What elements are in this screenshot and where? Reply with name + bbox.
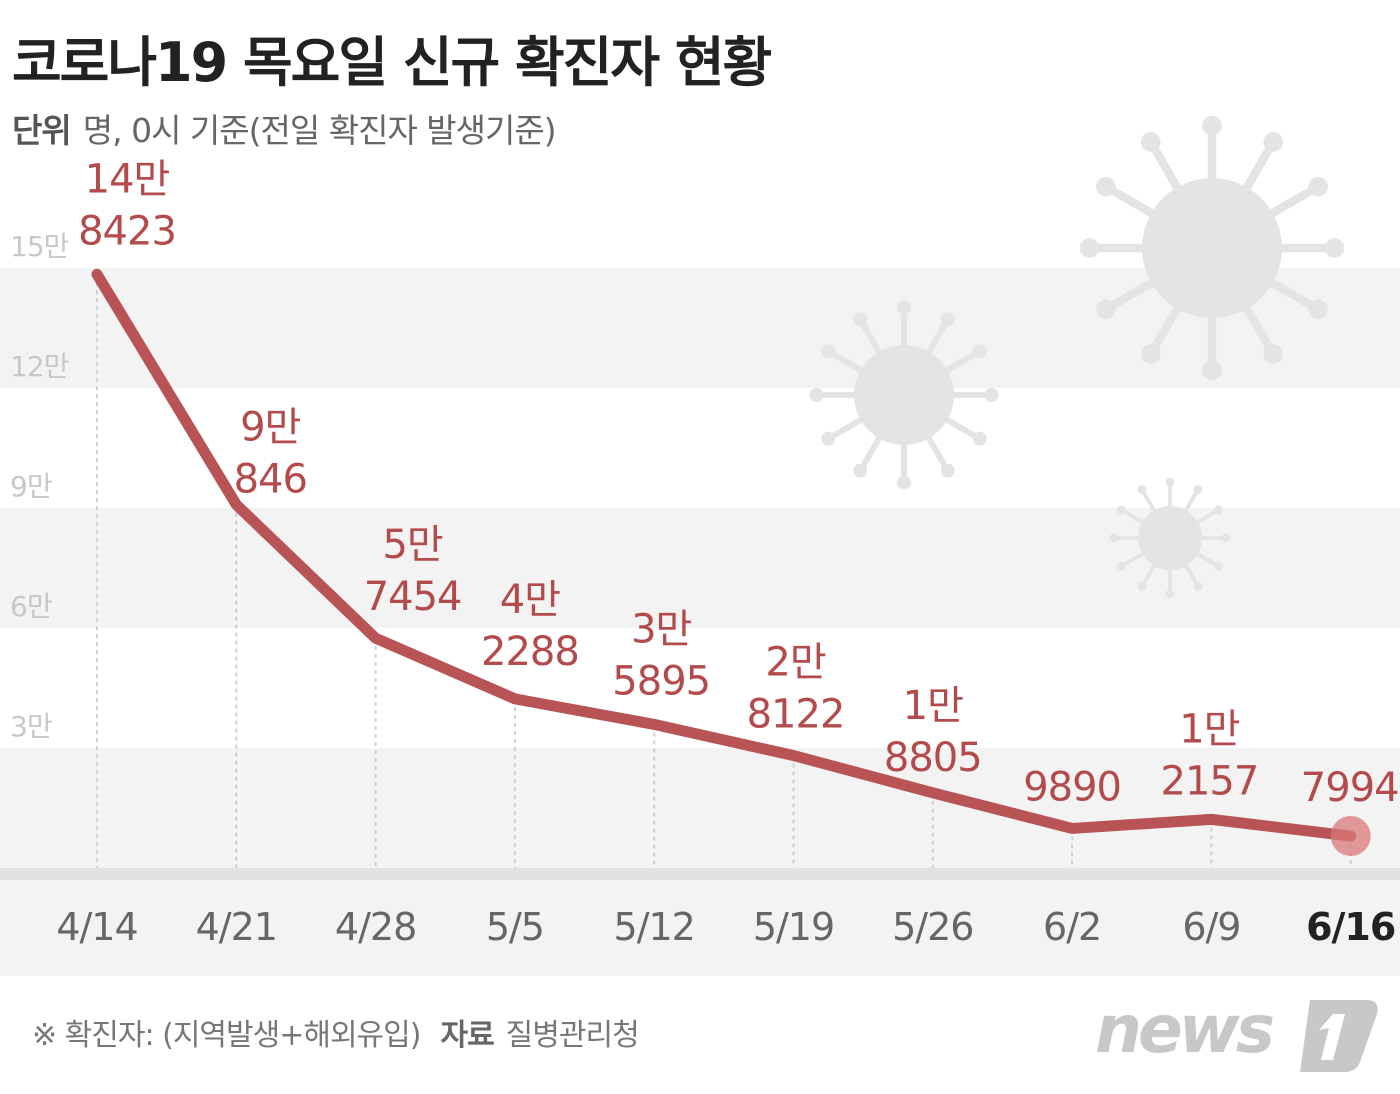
footer-note: ※ 확진자: (지역발생+해외유입) [32,1018,421,1053]
x-tick-label: 6/16 [1306,905,1395,949]
virus-spike-tip [853,312,868,327]
data-label: 7454 [364,574,462,620]
virus-spike-tip [1324,238,1345,258]
virus-spike-tip [809,388,824,402]
data-label: 2만 [765,640,825,686]
data-label: 9890 [1023,764,1121,810]
virus-spike-tip [1221,533,1231,543]
virus-spike-tip [984,388,999,402]
virus-spike-tip [1165,589,1175,599]
x-tick-label: 4/28 [335,905,416,949]
data-label: 7994 [1301,765,1399,811]
x-axis-band [0,880,1400,976]
data-label: 8423 [78,208,176,254]
x-tick-label: 5/5 [486,905,544,949]
data-label: 9만 [240,405,300,451]
virus-spike-tip [897,300,911,315]
x-tick-label: 6/9 [1182,905,1240,949]
virus-spike-tip [1117,505,1126,515]
virus-spike-tip [897,475,911,490]
virus-spike-tip [1096,176,1116,197]
footer: ※ 확진자: (지역발생+해외유입) 자료 질병관리청 [32,1010,640,1054]
virus-body [1138,506,1202,570]
virus-spike-tip [1137,582,1147,591]
virus-spike-tip [853,463,868,478]
virus-spike-tip [1202,360,1222,381]
virus-spike-tip [1193,485,1203,494]
data-label: 5만 [382,522,442,568]
virus-spike-tip [1109,533,1119,543]
data-label: 2288 [481,629,579,675]
y-tick-label: 12만 [10,350,69,383]
virus-spike-tip [1214,561,1223,571]
data-label: 4만 [500,577,560,623]
virus-spike-tip [1165,477,1175,487]
source-label: 자료 [440,1018,494,1053]
svg-text:news: news [1095,991,1273,1068]
virus-spike-tip [1117,561,1126,571]
data-label: 846 [234,457,307,503]
virus-spike-tip [1263,344,1284,364]
virus-spike-tip [1263,132,1284,152]
highlight-point [1330,816,1371,857]
x-tick-label: 4/14 [56,905,137,949]
source: 질병관리청 [505,1018,640,1053]
virus-spike-tip [1214,505,1223,515]
virus-spike-tip [940,463,955,478]
virus-spike-tip [1202,115,1222,136]
y-tick-label: 15만 [10,230,69,263]
y-tick-label: 9만 [10,470,52,503]
unit-label: 단위 [12,111,72,150]
y-tick-label: 6만 [10,590,52,623]
y-tick-label: 3만 [10,710,52,743]
virus-spike-tip [940,312,955,327]
data-label: 8805 [884,735,982,781]
virus-spike-tip [1140,344,1161,364]
virus-decoration-icon [809,115,1345,599]
virus-spike-tip [972,344,987,359]
grid-band [0,748,1400,868]
virus-spike-tip [1096,299,1116,320]
virus-spike-tip [1308,299,1328,320]
data-label: 8122 [747,692,845,738]
virus-spike-tip [972,431,987,446]
data-label: 3만 [631,606,691,652]
unit-note: 단위 명, 0시 기준(전일 확진자 발생기준) [12,104,557,152]
x-axis-line [0,868,1400,880]
data-label: 5895 [612,658,710,704]
news1-logo: news [1095,991,1378,1072]
unit-text: 명, 0시 기준(전일 확진자 발생기준) [82,111,557,150]
data-label: 1만 [1179,706,1239,752]
virus-spike-tip [821,344,836,359]
virus-spike-tip [821,431,836,446]
series-line [91,268,1357,842]
virus-spike-tip [1140,132,1161,152]
virus-spike-tip [1193,582,1203,591]
data-label: 1만 [903,683,963,729]
x-tick-label: 5/19 [753,905,834,949]
data-label: 14만 [85,156,170,202]
x-tick-label: 5/12 [614,905,695,949]
virus-spike-tip [1079,238,1100,258]
virus-spike-tip [1308,176,1328,197]
virus-spike-tip [1137,485,1147,494]
virus-body [854,345,954,445]
x-tick-label: 4/21 [196,905,277,949]
x-tick-label: 5/26 [892,905,973,949]
page-title: 코로나19 목요일 신규 확진자 현황 [12,31,772,94]
x-tick-label: 6/2 [1043,905,1101,949]
virus-body [1142,178,1282,318]
data-label: 2157 [1161,758,1259,804]
